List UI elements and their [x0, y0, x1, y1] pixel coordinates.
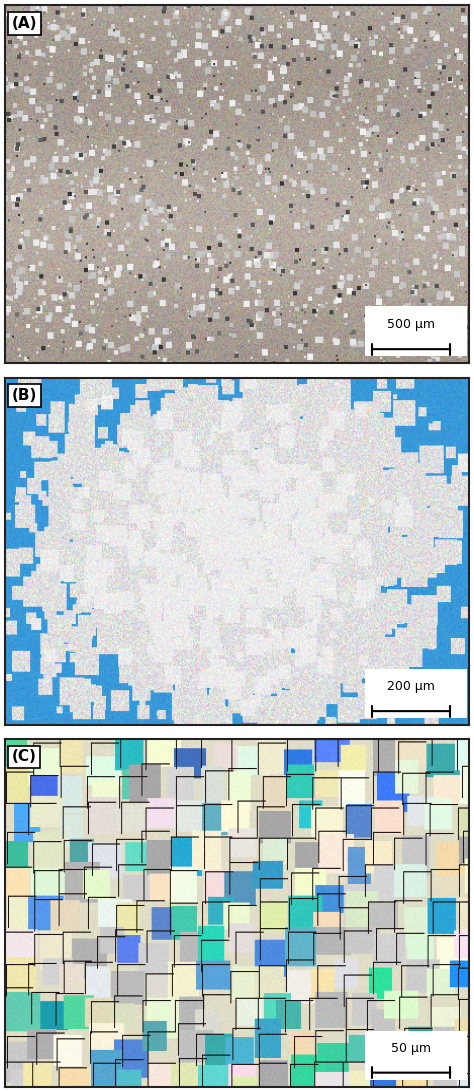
Text: 50 μm: 50 μm — [391, 1042, 431, 1055]
Text: (C): (C) — [12, 749, 36, 764]
FancyBboxPatch shape — [365, 669, 467, 719]
FancyBboxPatch shape — [365, 1031, 467, 1080]
Text: 500 μm: 500 μm — [387, 318, 435, 331]
Text: (B): (B) — [12, 388, 37, 403]
FancyBboxPatch shape — [365, 306, 467, 356]
Text: 200 μm: 200 μm — [387, 680, 435, 693]
Text: (A): (A) — [12, 16, 37, 32]
